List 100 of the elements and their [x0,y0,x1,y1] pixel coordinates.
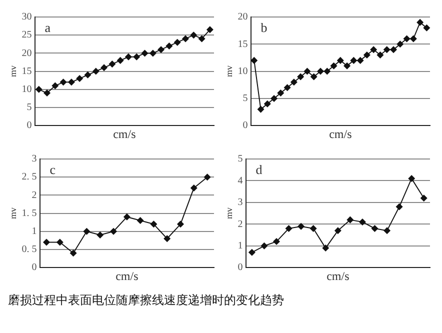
point [70,250,77,256]
point [371,225,378,232]
point [270,95,278,102]
point [76,75,83,82]
point [396,203,403,210]
point [420,194,428,202]
point [384,227,390,234]
point [260,242,268,250]
y-tick-label: 5 [242,93,248,104]
chart-title: a [44,20,51,35]
point [297,73,304,80]
point [346,216,354,224]
point [43,238,50,246]
y-axis-title: mv [8,207,18,220]
point [182,35,189,42]
y-tick-label: 0 [32,262,37,274]
point [141,50,148,56]
point [52,82,58,90]
y-tick-label: 1 [238,240,243,252]
y-tick-label: 1. 5 [22,208,37,219]
point [277,90,284,96]
point [117,57,124,64]
point [344,62,350,70]
point [158,46,164,53]
point [68,78,75,86]
point [408,175,415,182]
point [364,52,370,58]
point [150,50,156,56]
point [84,72,92,78]
point [56,238,64,246]
y-tick-label: 0 [238,262,243,274]
point [137,217,144,224]
y-tick-label: 5 [26,102,32,114]
x-axis-title: cm/s [113,126,136,141]
point [396,40,404,48]
point [257,106,264,113]
point [174,39,181,46]
point [164,235,170,242]
point [190,32,197,38]
y-tick-label: 2 [238,218,243,230]
x-axis-title: cm/s [329,126,352,141]
point [298,223,304,230]
point [390,46,397,53]
point [334,227,342,234]
x-axis-title: cm/s [116,268,139,283]
y-axis-title: mv [224,207,234,220]
point [264,100,271,108]
y-tick-label: 2 [32,190,37,201]
y-tick-label: 15 [238,38,248,50]
point [273,238,280,245]
y-tick-label: 0 [242,120,248,132]
point [190,184,198,192]
point [124,214,130,220]
point [133,54,140,60]
point [204,174,211,180]
text: 磨损过程中表面电位随摩擦线速度递增时的变化趋势 [8,292,285,309]
point [60,78,67,86]
y-axis-title: mv [8,65,18,78]
chart-title: b [260,20,268,35]
point [357,57,364,64]
x-axis-title: cm/s [326,268,350,283]
point [206,26,214,33]
y-tick-label: 0. 5 [22,244,37,256]
point [370,46,377,53]
point [416,19,424,26]
y-tick-label: 30 [22,12,32,23]
y-axis-title: mv [224,65,234,78]
point [376,52,384,58]
point [350,57,357,64]
point [44,90,50,96]
point [92,68,100,75]
y-tick-label: 20 [238,12,248,23]
point [166,42,172,50]
point [177,220,184,228]
point [359,218,366,226]
point [100,64,108,71]
point [250,57,258,64]
chart-title: d [256,162,263,177]
point [36,86,42,93]
point [83,228,90,235]
point [310,225,317,232]
y-tick-label: 1 [32,226,37,238]
chart-title: c [50,162,56,177]
y-tick-label: 0 [26,120,32,132]
point [248,249,256,256]
point [110,228,117,235]
point [330,62,338,70]
point [337,57,344,64]
point [125,54,132,60]
point [423,24,430,32]
y-tick-label: 20 [22,48,32,59]
point [403,35,410,42]
point [284,84,291,91]
y-tick-label: 5 [238,154,243,165]
y-tick-label: 15 [22,66,32,77]
point [310,73,318,80]
y-tick-label: 4 [238,175,243,186]
y-tick-label: 25 [22,30,32,41]
y-tick-label: 2. 5 [22,172,37,183]
y-tick-label: 3 [32,154,37,165]
